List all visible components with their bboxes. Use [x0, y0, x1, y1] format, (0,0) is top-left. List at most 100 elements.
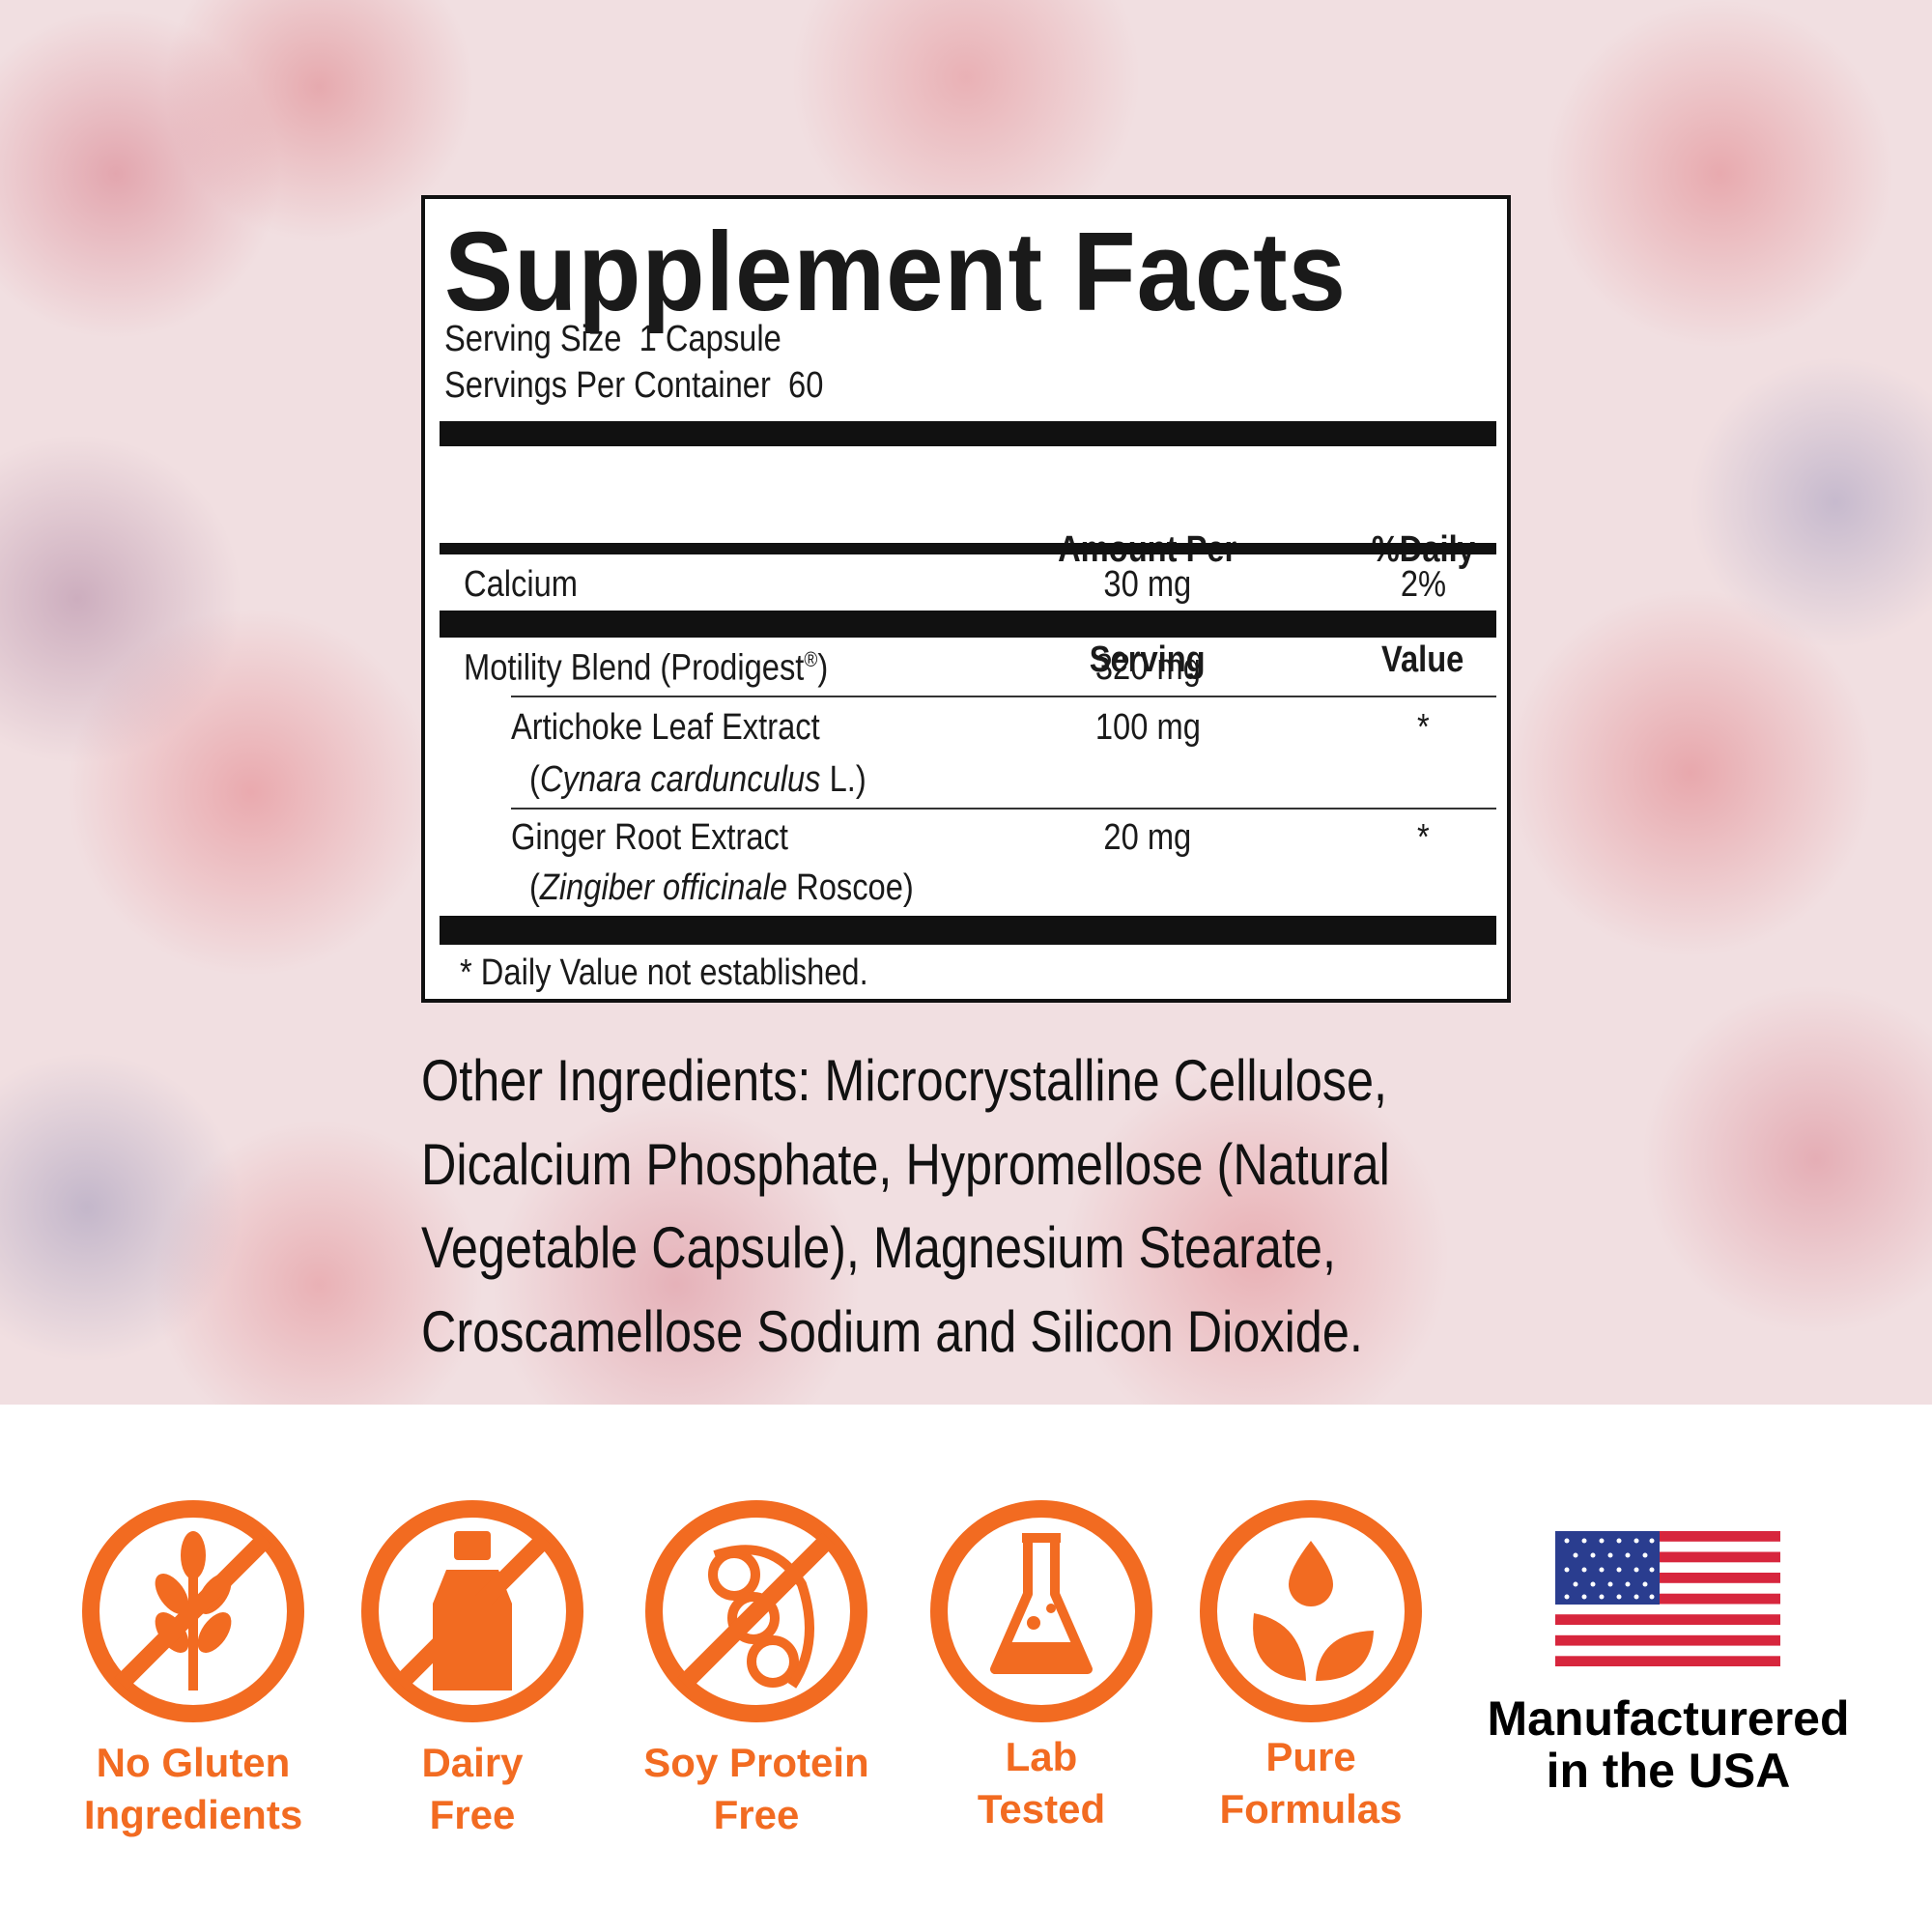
badge-line: No Gluten — [96, 1740, 291, 1785]
other-ingredients-line: Dicalcium Phosphate, Hypromellose (Natur… — [421, 1132, 1390, 1197]
grain — [197, 1611, 232, 1654]
text: Artichoke Leaf Extract — [511, 707, 820, 748]
ring — [645, 1500, 867, 1722]
usa-line: Manufacturered — [1487, 1691, 1850, 1746]
latin-name: Cynara cardunculus — [539, 759, 821, 800]
text: Value — [1381, 639, 1464, 680]
text: Ginger Root Extract — [511, 817, 788, 858]
servings-per-container: Servings Per Container 60 — [444, 365, 885, 407]
other-ingredients-line: Other Ingredients: Microcrystalline Cell… — [421, 1048, 1388, 1113]
text: (Zingiber officinale Roscoe) — [529, 867, 914, 909]
row-source: (Zingiber officinale Roscoe) — [529, 867, 977, 909]
serving-size: Serving Size 1 Capsule — [444, 319, 837, 360]
rule-thick — [440, 916, 1496, 945]
badge-label: Dairy Free — [327, 1737, 617, 1841]
rule-thin — [511, 808, 1496, 810]
slashes — [114, 1532, 836, 1690]
bubble — [1046, 1604, 1056, 1613]
stars — [1564, 1538, 1655, 1600]
bean — [727, 1592, 780, 1644]
row-name: Motility Blend (Prodigest®) — [464, 647, 888, 690]
usa-line: in the USA — [1546, 1744, 1791, 1798]
usa-label: Manufacturered in the USA — [1446, 1692, 1890, 1797]
text: * Daily Value not established. — [460, 952, 868, 993]
stripes — [1555, 1531, 1780, 1666]
bubble — [1027, 1616, 1040, 1630]
badge-line: Free — [429, 1792, 516, 1837]
leaf — [1316, 1631, 1374, 1681]
badge-line: Free — [713, 1792, 800, 1837]
icon-leaves — [1253, 1541, 1374, 1681]
badge-label: Soy Protein Free — [611, 1737, 901, 1841]
grain — [155, 1573, 189, 1615]
text: Serving Size 1 Capsule — [444, 319, 781, 359]
text: Motility Blend (Prodigest — [464, 647, 805, 689]
registered-mark: ® — [804, 647, 818, 671]
drop — [1289, 1541, 1333, 1606]
text: 30 mg — [1103, 564, 1192, 605]
text: * — [1416, 817, 1430, 858]
text: ( — [529, 759, 540, 800]
badge-line: Formulas — [1219, 1786, 1403, 1832]
badge-line: Lab — [1005, 1734, 1078, 1779]
row-amount: 30 mg — [993, 564, 1302, 606]
bean — [708, 1548, 760, 1601]
badge-line: Pure — [1265, 1734, 1356, 1779]
badge-line: Soy Protein — [643, 1740, 869, 1785]
row-daily-value: * — [1326, 707, 1520, 749]
row-name: Calcium — [464, 564, 596, 606]
rule-thick — [440, 421, 1496, 446]
header-line: Serving — [993, 641, 1302, 678]
latin-name: Zingiber officinale — [539, 867, 788, 908]
row-daily-value: 2% — [1326, 564, 1520, 606]
rule-thin — [511, 696, 1496, 697]
supplement-facts-panel: Supplement Facts Serving Size 1 Capsule … — [421, 195, 1511, 1003]
icon-bottle — [433, 1531, 512, 1690]
text: 2% — [1400, 564, 1446, 605]
row-amount: 100 mg — [993, 707, 1302, 749]
ring — [82, 1500, 304, 1722]
icon-wheat — [155, 1531, 232, 1690]
rule-thick — [440, 611, 1496, 638]
grain — [181, 1531, 206, 1579]
ring — [1200, 1500, 1422, 1722]
grain — [155, 1611, 189, 1654]
row-amount: 320 mg — [993, 647, 1302, 689]
text: ( — [529, 867, 540, 908]
bottle — [433, 1570, 512, 1690]
text: Servings Per Container 60 — [444, 365, 824, 406]
liquid — [995, 1642, 1088, 1669]
icon-soy — [708, 1545, 814, 1689]
row-amount: 20 mg — [993, 817, 1302, 859]
cap — [454, 1531, 491, 1560]
icon-flask — [990, 1533, 1093, 1674]
badge-line: Dairy — [421, 1740, 524, 1785]
us-flag — [1555, 1531, 1780, 1666]
text: 320 mg — [1094, 647, 1201, 688]
rule-medium — [440, 543, 1496, 554]
text: Serving — [1090, 639, 1206, 680]
text: Calcium — [464, 564, 579, 605]
text: * — [1416, 707, 1430, 748]
ring — [930, 1500, 1152, 1722]
ring — [361, 1500, 583, 1722]
badge-line: Ingredients — [83, 1792, 303, 1837]
text: (Cynara cardunculus L.) — [529, 759, 867, 801]
row-source: (Cynara cardunculus L.) — [529, 759, 922, 801]
row-daily-value: * — [1326, 817, 1520, 859]
slash — [393, 1532, 552, 1690]
badge-label: Lab Tested — [896, 1731, 1186, 1835]
panel-title: Supplement Facts — [444, 209, 1347, 334]
flask — [990, 1533, 1093, 1674]
header-line: Value — [1326, 641, 1520, 678]
bean — [747, 1635, 799, 1688]
leaf — [1253, 1613, 1306, 1681]
row-name: Ginger Root Extract — [511, 817, 834, 859]
grain — [197, 1573, 232, 1615]
badge-label: Pure Formulas — [1166, 1731, 1456, 1835]
footnote: * Daily Value not established. — [460, 952, 934, 994]
slash — [677, 1532, 836, 1690]
pod — [713, 1545, 814, 1689]
text: Motility Blend (Prodigest®) — [464, 647, 828, 690]
